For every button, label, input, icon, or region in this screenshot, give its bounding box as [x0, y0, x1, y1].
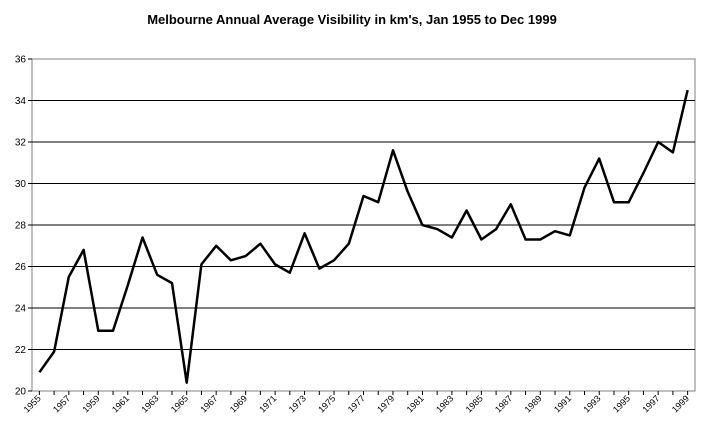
- x-tick-label: 1983: [434, 393, 455, 414]
- x-tick-label: 1987: [493, 393, 514, 414]
- x-tick-label: 1965: [169, 393, 190, 414]
- x-tick-label: 1991: [552, 393, 573, 414]
- y-tick-label: 24: [15, 304, 27, 315]
- x-tick-label: 1969: [228, 393, 249, 414]
- y-tick-label: 22: [15, 345, 27, 356]
- x-tick-label: 1973: [287, 393, 308, 414]
- x-tick-label: 1981: [405, 393, 426, 414]
- x-tick-label: 1959: [80, 393, 101, 414]
- y-tick-label: 36: [15, 55, 27, 66]
- y-tick-label: 20: [15, 387, 27, 398]
- x-tick-label: 1967: [198, 393, 219, 414]
- series-line: [38, 89, 689, 384]
- x-tick-label: 1961: [110, 393, 131, 414]
- chart-title: Melbourne Annual Average Visibility in k…: [147, 12, 557, 27]
- y-tick-label: 32: [15, 138, 27, 149]
- x-tick-label: 1989: [522, 393, 543, 414]
- x-tick-label: 1997: [640, 393, 661, 414]
- x-tick-label: 1995: [611, 393, 632, 414]
- y-tick-label: 26: [15, 262, 27, 273]
- y-axis-ticks: 20 22 24 26 28 30 32 34 36: [15, 55, 32, 398]
- x-axis-ticks: 1955 1957 1959 1961 1963 1965 1967 1969 1971 1973…: [22, 391, 691, 415]
- y-tick-label: 30: [15, 179, 27, 190]
- x-tick-label: 1993: [581, 393, 602, 414]
- x-tick-label: 1977: [346, 393, 367, 414]
- x-tick-label: 1957: [51, 393, 72, 414]
- y-tick-label: 34: [15, 96, 27, 107]
- x-tick-label: 1979: [375, 393, 396, 414]
- x-tick-label: 1975: [316, 393, 337, 414]
- x-tick-label: 1999: [670, 393, 691, 414]
- x-tick-label: 1971: [257, 393, 278, 414]
- x-tick-label: 1985: [464, 393, 485, 414]
- y-tick-label: 28: [15, 221, 27, 232]
- x-tick-label: 1963: [139, 393, 160, 414]
- gridlines: [32, 100, 695, 350]
